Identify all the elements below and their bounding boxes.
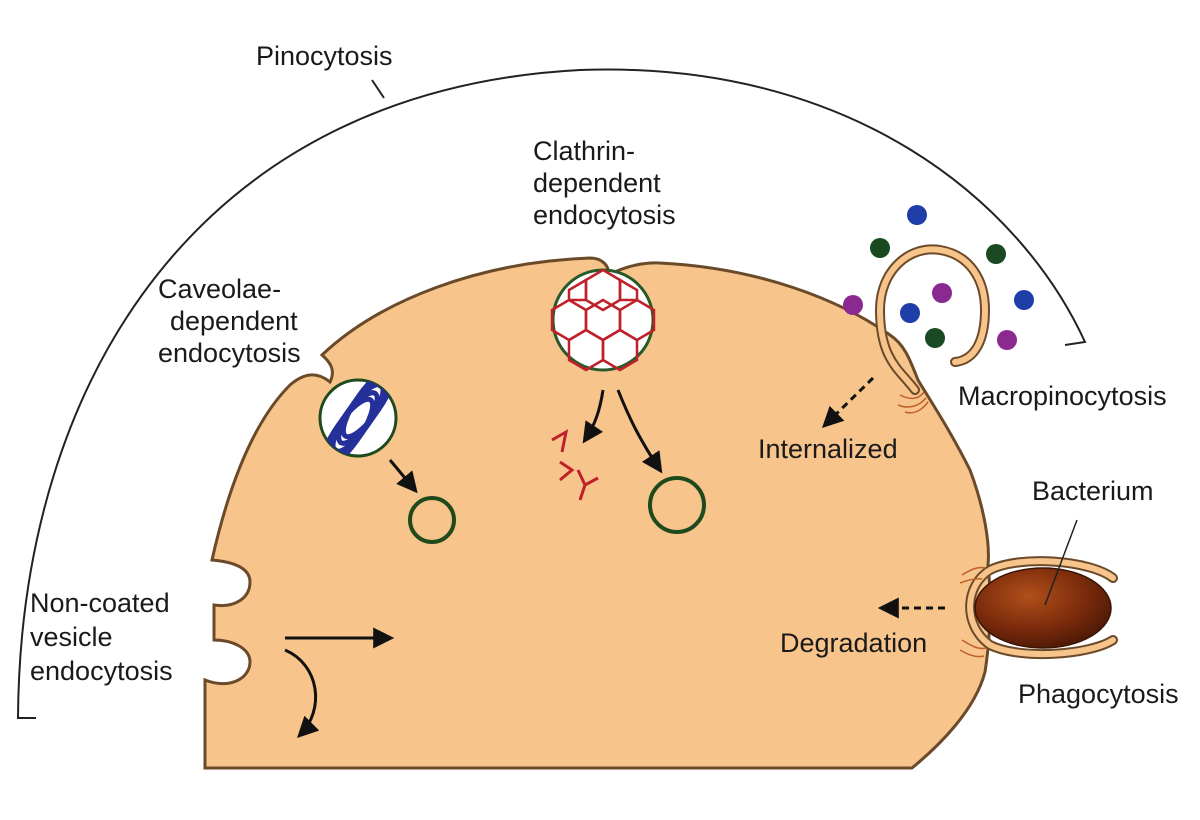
label-pinocytosis: Pinocytosis: [256, 41, 393, 71]
particle: [900, 303, 920, 323]
phagocytosis-cup: [959, 556, 1118, 660]
particle: [1014, 290, 1034, 310]
bacterium-leader-line: [1044, 519, 1078, 606]
label-clathrin-line1: Clathrin-: [533, 136, 635, 166]
label-clathrin-line3: endocytosis: [533, 200, 676, 230]
caveolae-derived-vesicle: [408, 496, 456, 544]
label-internalized: Internalized: [758, 434, 898, 464]
clathrin-fragments: [551, 429, 599, 501]
pinocytosis-leader-line: [371, 79, 385, 99]
label-noncoated-line2: vesicle: [30, 622, 113, 652]
particle: [932, 283, 952, 303]
particle: [997, 330, 1017, 350]
cell-body: [203, 256, 992, 770]
label-phagocytosis: Phagocytosis: [1018, 679, 1179, 709]
macropinocytosis-particles: [843, 205, 1034, 350]
arrow-caveolae-to-vesicle: [388, 459, 418, 494]
particle: [986, 244, 1006, 264]
arrow-noncoated-curve: [284, 648, 320, 738]
label-noncoated-line1: Non-coated: [30, 588, 170, 618]
label-caveolae-line3: endocytosis: [158, 338, 301, 368]
label-clathrin: Clathrin- dependent endocytosis: [533, 136, 676, 230]
macropinocytosis-ruffle: [874, 244, 991, 414]
label-bacterium: Bacterium: [1032, 476, 1154, 506]
particle: [843, 295, 863, 315]
label-caveolae-line1: Caveolae-: [158, 274, 281, 304]
clathrin-coated-vesicle: [550, 268, 656, 372]
label-noncoated: Non-coated vesicle endocytosis: [30, 588, 177, 686]
particle: [925, 328, 945, 348]
label-noncoated-line3: endocytosis: [30, 656, 173, 686]
pinocytosis-bracket: [16, 68, 1087, 719]
arrow-clathrin-fragments: [582, 389, 605, 444]
label-caveolae-line2: dependent: [170, 306, 298, 336]
label-clathrin-line2: dependent: [533, 168, 661, 198]
label-macropinocytosis: Macropinocytosis: [958, 381, 1167, 411]
label-degradation: Degradation: [780, 628, 927, 658]
clathrin-derived-vesicle: [648, 476, 706, 534]
particle: [870, 238, 890, 258]
arrow-clathrin-vesicle: [616, 389, 663, 474]
label-caveolae: Caveolae- dependent endocytosis: [158, 274, 305, 368]
bacterium: [974, 567, 1112, 649]
particle: [907, 205, 927, 225]
